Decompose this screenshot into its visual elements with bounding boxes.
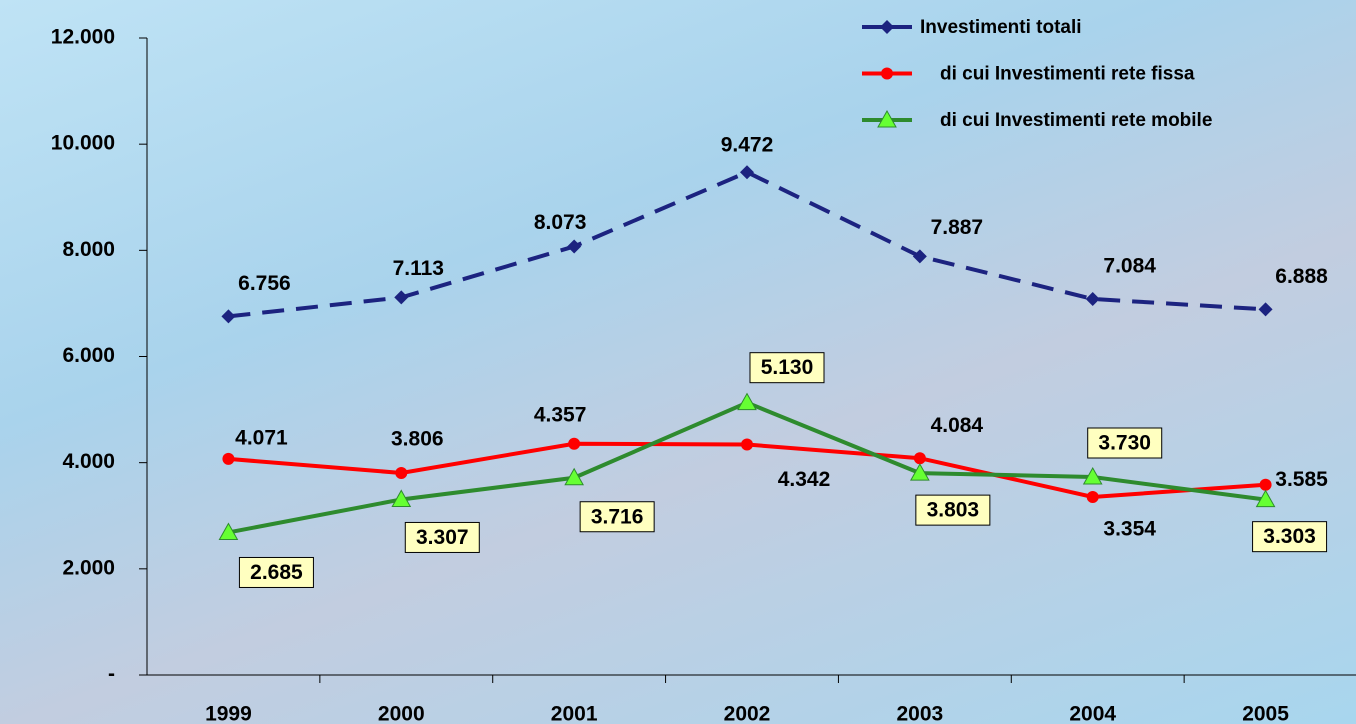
- value-label: 3.806: [391, 428, 444, 451]
- value-label: 3.730: [1098, 432, 1151, 455]
- y-tick-label: 4.000: [62, 450, 115, 473]
- marker: [567, 239, 581, 253]
- marker: [568, 438, 580, 450]
- marker: [741, 439, 753, 451]
- marker: [1260, 479, 1272, 491]
- marker: [738, 394, 756, 410]
- marker: [880, 20, 894, 34]
- x-tick-label: 2002: [724, 703, 771, 724]
- value-label: 3.716: [591, 505, 644, 528]
- y-tick-label: 10.000: [51, 132, 115, 155]
- marker: [1086, 292, 1100, 306]
- value-label: 4.084: [931, 414, 984, 437]
- marker: [1087, 491, 1099, 503]
- value-label: 3.803: [927, 499, 980, 522]
- marker: [881, 68, 893, 80]
- legend-label: di cui Investimenti rete fissa: [940, 64, 1195, 85]
- marker: [221, 309, 235, 323]
- value-label: 8.073: [534, 211, 587, 234]
- x-tick-label: 2000: [378, 703, 425, 724]
- value-label: 3.585: [1275, 468, 1328, 491]
- marker: [914, 452, 926, 464]
- marker: [395, 467, 407, 479]
- value-label: 4.342: [778, 468, 831, 491]
- marker: [394, 290, 408, 304]
- chart: - 2.000 4.000 6.000 8.000 10.000 12.000 1999 200…: [0, 0, 1356, 724]
- value-label: 3.354: [1103, 518, 1156, 541]
- value-label: 2.685: [250, 561, 303, 584]
- y-tick-label: 12.000: [51, 26, 115, 49]
- marker: [222, 453, 234, 465]
- value-label: 4.071: [235, 426, 288, 449]
- value-label: 7.084: [1103, 255, 1156, 278]
- value-label: 6.888: [1275, 265, 1328, 288]
- value-label: 5.130: [761, 356, 814, 379]
- value-label: 4.357: [534, 403, 587, 426]
- value-label: 7.887: [931, 216, 984, 239]
- legend-label: di cui Investimenti rete mobile: [940, 110, 1212, 131]
- y-tick-label: 2.000: [62, 556, 115, 579]
- y-tick-label: 8.000: [62, 238, 115, 261]
- value-label: 3.307: [416, 526, 469, 549]
- y-tick-label: 6.000: [62, 344, 115, 367]
- value-label: 7.113: [393, 257, 444, 280]
- x-tick-label: 2004: [1069, 703, 1116, 724]
- x-tick-label: 2005: [1242, 703, 1289, 724]
- marker: [740, 165, 754, 179]
- series-line: [228, 172, 1265, 316]
- x-tick-label: 1999: [205, 703, 252, 724]
- legend-label: Investimenti totali: [920, 17, 1082, 38]
- x-tick-label: 2003: [896, 703, 943, 724]
- x-tick-label: 2001: [551, 703, 598, 724]
- series-line: [228, 403, 1265, 533]
- value-label: 9.472: [721, 134, 774, 157]
- value-label: 3.303: [1263, 525, 1316, 548]
- value-label: 6.756: [238, 272, 291, 295]
- y-tick-label: -: [108, 663, 115, 686]
- marker: [1259, 302, 1273, 316]
- marker: [913, 249, 927, 263]
